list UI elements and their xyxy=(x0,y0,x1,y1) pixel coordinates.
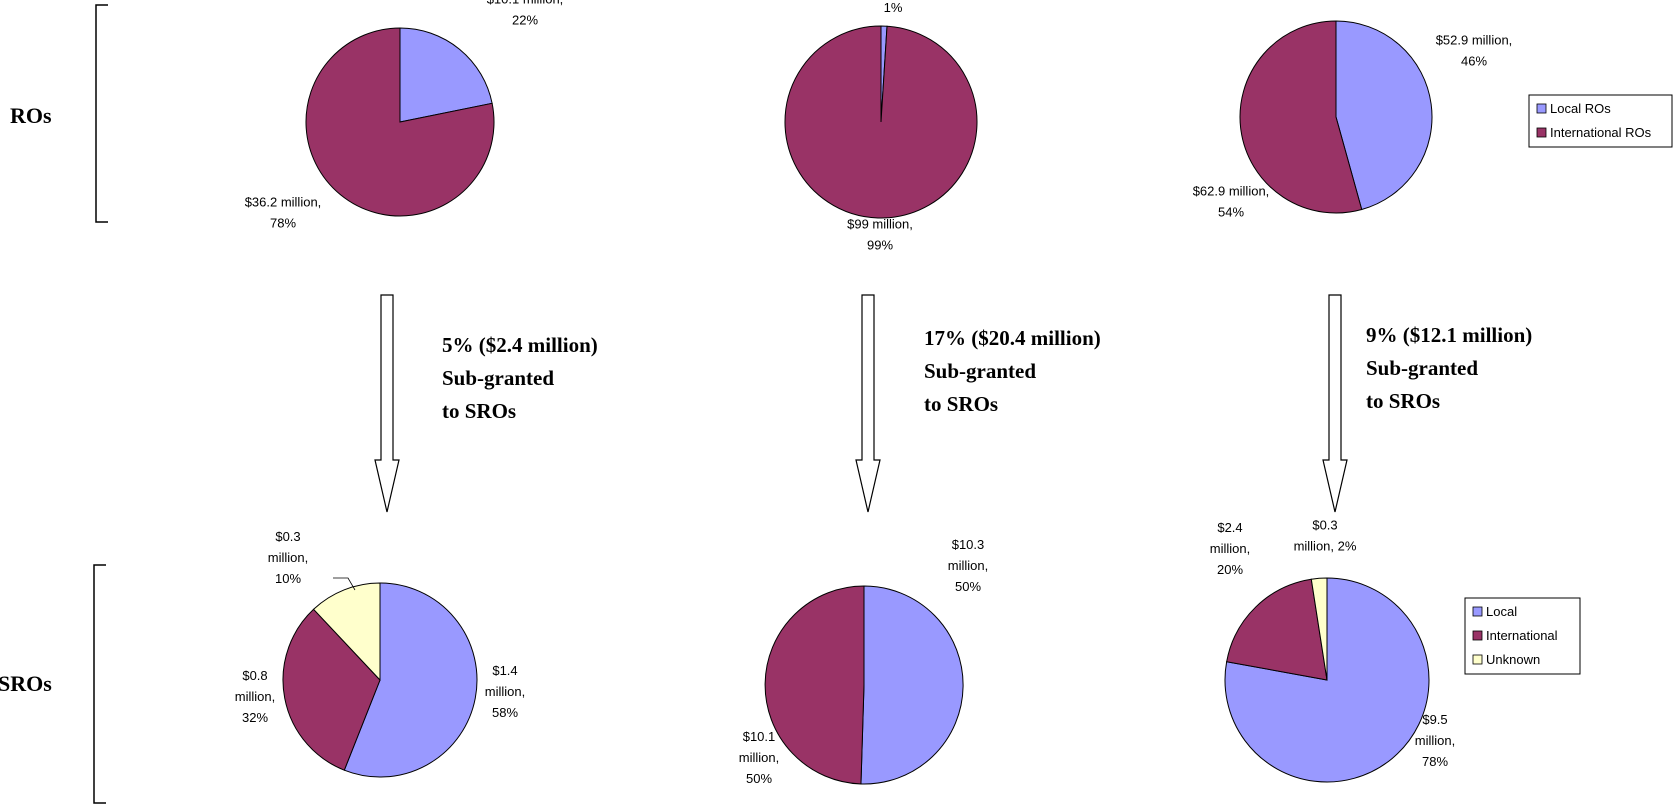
flow-arrow-1 xyxy=(374,294,400,513)
legend-label-international-ros: International ROs xyxy=(1550,125,1652,140)
pie-3-data-label-1: $52.9 million, 46% xyxy=(1436,33,1513,69)
pie-5-slice-international xyxy=(764,585,865,785)
svg-text:to SROs: to SROs xyxy=(1366,389,1440,413)
svg-text:17% ($20.4 million): 17% ($20.4 million) xyxy=(924,326,1101,350)
legend-swatch-international xyxy=(1472,630,1483,641)
svg-text:9% ($12.1 million): 9% ($12.1 million) xyxy=(1366,323,1532,347)
pie-4-data-label-2: $0.8 million, 32% xyxy=(235,668,275,725)
pie-4-slice-unknown xyxy=(312,582,381,682)
pie-6-data-label-1: $9.5 million, 78% xyxy=(1415,712,1455,769)
svg-text:Sub-granted: Sub-granted xyxy=(442,366,554,390)
svg-text:to SROs: to SROs xyxy=(924,392,998,416)
legend-swatch-local-ros xyxy=(1536,103,1547,114)
pie-2-data-label-2: $99 million, 99% xyxy=(847,217,913,253)
legend-swatch-unknown xyxy=(1472,654,1483,665)
pie-1-data-label-1: $10.1 million,22% xyxy=(487,0,564,28)
ros-bracket xyxy=(95,4,108,223)
pie-4-slice-local xyxy=(343,582,478,778)
leader-line xyxy=(333,577,356,591)
pie-1-slice-local-ros xyxy=(399,27,493,123)
flow-label-2: 17% ($20.4 million) Sub-granted to SROs xyxy=(924,326,1101,416)
pie-6-slice-international xyxy=(1226,578,1328,681)
pie-4-data-label-3: $0.3 million, 10% xyxy=(268,529,308,586)
pie-6-slice-local xyxy=(1224,577,1430,783)
pie-4-data-label-1: $1.4 million, 58% xyxy=(485,663,525,720)
pie-3-slice-local-ros xyxy=(1335,20,1433,211)
pie-5-data-label-1: $10.3 million, 50% xyxy=(948,537,988,594)
pie-5-data-label-2: $10.1 million, 50% xyxy=(739,729,779,786)
pie-3-slice-international-ros xyxy=(1239,20,1363,214)
pie-1-data-label-2: $36.2 million, 78% xyxy=(245,195,322,231)
legend-label-unknown: Unknown xyxy=(1486,652,1540,667)
flow-arrow-3 xyxy=(1322,294,1348,513)
svg-text:Sub-granted: Sub-granted xyxy=(1366,356,1478,380)
pie-2-data-label-1: 1% xyxy=(884,0,903,15)
row-label-sros: SROs xyxy=(0,671,52,696)
svg-text:5% ($2.4 million): 5% ($2.4 million) xyxy=(442,333,598,357)
pie-6-data-label-3: $0.3 million, 2% xyxy=(1294,518,1357,554)
legend-swatch-local xyxy=(1472,606,1483,617)
pie-6-slice-unknown xyxy=(1310,577,1328,681)
legend-sros: Local International Unknown xyxy=(1464,597,1581,675)
flow-label-1: 5% ($2.4 million) Sub-granted to SROs xyxy=(442,333,598,423)
legend-ros: Local ROs International ROs xyxy=(1528,94,1673,148)
svg-text:to SROs: to SROs xyxy=(442,399,516,423)
pie-6-data-label-2: $2.4 million, 20% xyxy=(1210,520,1250,577)
svg-text:Sub-granted: Sub-granted xyxy=(924,359,1036,383)
pie-4-slice-international xyxy=(282,608,381,771)
legend-label-international: International xyxy=(1486,628,1558,643)
flow-arrow-2 xyxy=(855,294,881,513)
pie-1-slice-international-ros xyxy=(305,27,495,217)
legend-label-local-ros: Local ROs xyxy=(1550,101,1611,116)
pie-3-data-label-2: $62.9 million, 54% xyxy=(1193,184,1270,220)
pie-2-slice-international-ros xyxy=(784,25,978,219)
legend-label-local: Local xyxy=(1486,604,1517,619)
sros-bracket xyxy=(93,564,106,804)
pie-5-slice-local xyxy=(860,585,964,785)
pie-charts: $10.1 million,22% $36.2 million,78% 1% $99 … xyxy=(235,0,1513,786)
row-label-ros: ROs xyxy=(10,103,52,128)
legend-swatch-international-ros xyxy=(1536,127,1547,138)
flow-label-3: 9% ($12.1 million) Sub-granted to SROs xyxy=(1366,323,1532,413)
